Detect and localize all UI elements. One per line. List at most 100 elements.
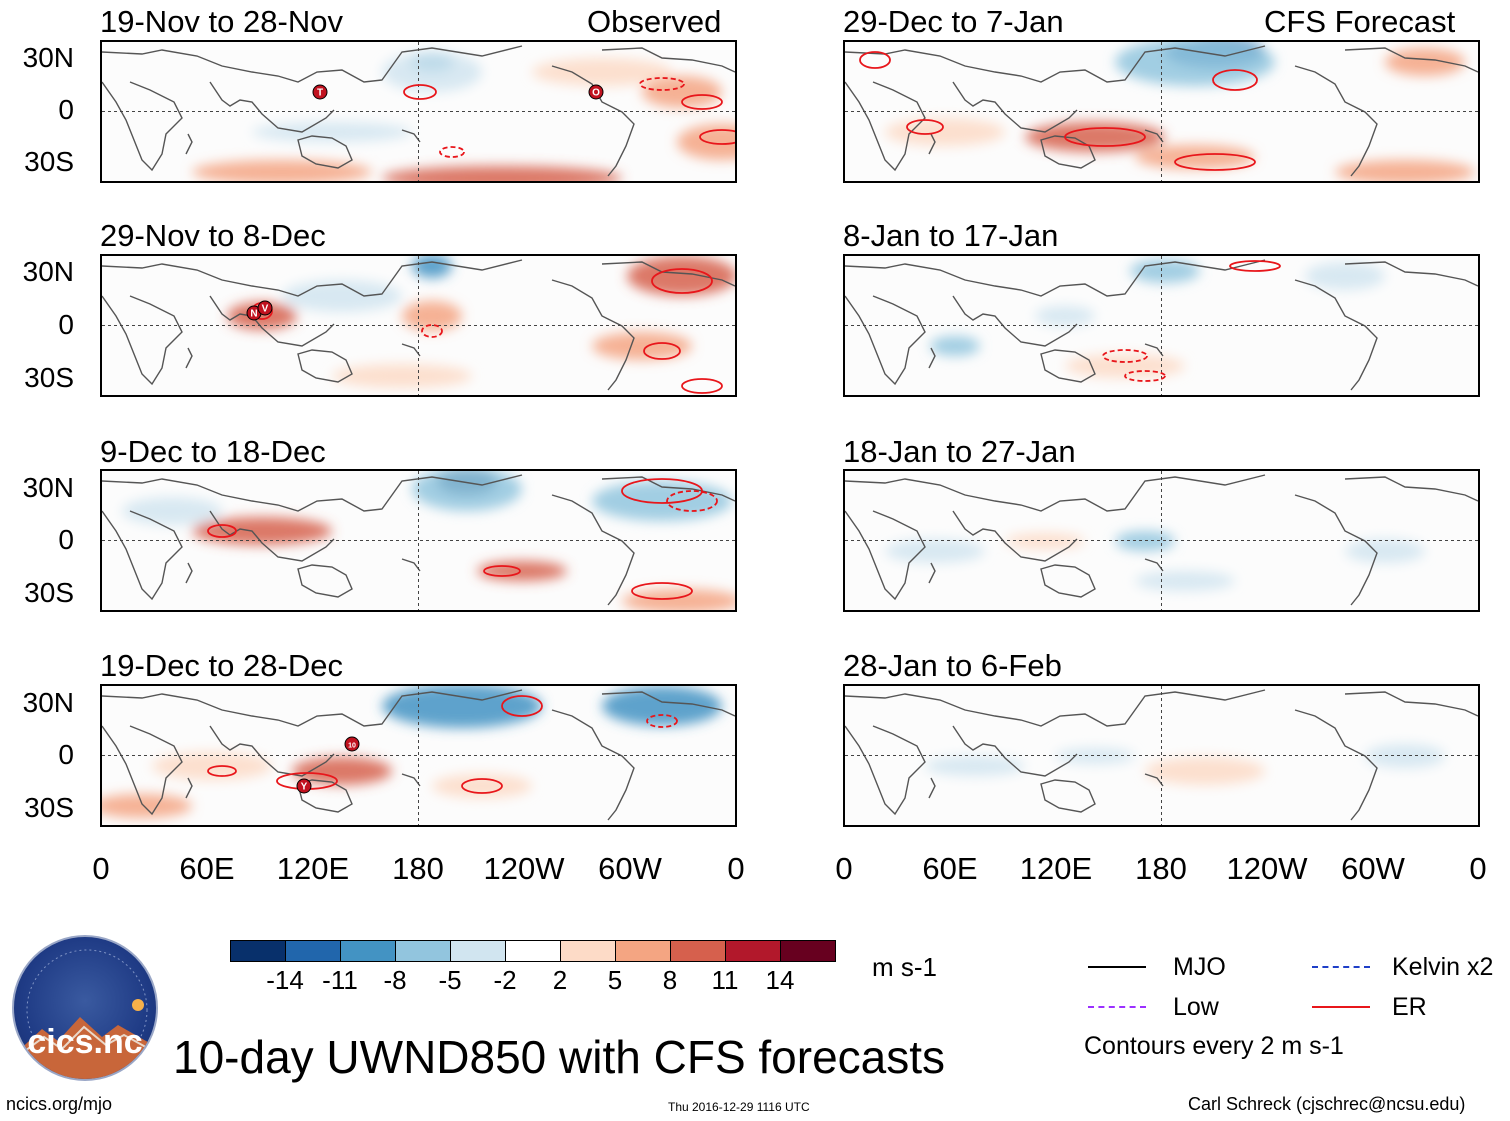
anomaly-patch <box>252 122 412 142</box>
anomaly-patch <box>1115 42 1275 86</box>
xtick-right-120e: 120E <box>1019 851 1093 886</box>
wind-anomaly-shading <box>925 744 1445 785</box>
coastline <box>1144 343 1164 357</box>
ytick-eq-p3: 0 <box>58 524 74 555</box>
anomaly-patch <box>1130 259 1200 283</box>
anomaly-patch <box>642 76 722 108</box>
coastline <box>1294 709 1378 821</box>
coastline <box>185 347 193 369</box>
anomaly-patch <box>282 280 402 312</box>
coastline <box>845 689 1266 727</box>
colorbar-label: -14 <box>266 965 304 995</box>
ytick-30n-p1: 30N <box>22 42 74 73</box>
coastline <box>928 133 936 155</box>
coastline <box>601 47 735 73</box>
ytick-eq-p4: 0 <box>58 739 74 770</box>
er-contour <box>461 778 503 794</box>
storm-icon <box>588 84 604 100</box>
er-contour <box>501 695 543 717</box>
anomaly-patch <box>227 302 297 330</box>
er-contour <box>621 478 703 504</box>
coastline <box>1294 279 1378 391</box>
anomaly-patch <box>192 517 332 545</box>
ytick-30s-p4: 30S <box>24 792 74 823</box>
storm-icon <box>344 736 360 752</box>
er-contour <box>646 714 678 728</box>
panel-tag-forecast: CFS Forecast <box>1264 4 1456 39</box>
anomaly-patch <box>885 118 1005 146</box>
anomaly-patch <box>1035 306 1095 326</box>
panel-title-p7: 18-Jan to 27-Jan <box>843 434 1076 469</box>
coastline <box>928 347 936 369</box>
legend-line-mjo <box>1088 966 1146 968</box>
er-contour <box>1064 127 1146 147</box>
wind-anomaly-shading <box>930 259 1385 378</box>
colorbar-swatch <box>395 940 451 962</box>
storm-label: O <box>592 88 600 99</box>
logo-text: cics.nc <box>27 1023 143 1061</box>
storm-marker: T <box>312 84 328 100</box>
storm-icon <box>296 778 312 794</box>
anomaly-patch <box>382 166 622 181</box>
colorbar-swatch <box>505 940 561 962</box>
er-contour <box>681 378 723 394</box>
ytick-30s-p1: 30S <box>24 146 74 177</box>
anomaly-patch <box>622 589 735 610</box>
coastline <box>185 777 193 799</box>
wind-anomaly-shading <box>885 531 1425 591</box>
colorbar-label: -2 <box>493 965 517 995</box>
storm-label: T <box>317 88 323 99</box>
legend-label-er: ER <box>1392 993 1427 1021</box>
er-contour <box>207 765 237 777</box>
colorbar-swatch <box>230 940 286 962</box>
coastline <box>209 295 335 347</box>
xtick-left-120e: 120E <box>276 851 350 886</box>
storm-marker: V <box>257 300 273 316</box>
anomaly-patch <box>1145 757 1265 785</box>
panel-title-p1: 19-Nov to 28-Nov <box>100 4 343 39</box>
anomaly-patch <box>925 756 1025 776</box>
footer-left[interactable]: ncics.org/mjo <box>6 1094 113 1114</box>
coastline <box>209 725 335 777</box>
colorbar-swatch <box>285 940 341 962</box>
xtick-right-180: 180 <box>1135 851 1187 886</box>
coastline <box>102 510 183 601</box>
er-contour <box>1124 370 1166 382</box>
ytick-30n-p3: 30N <box>22 472 74 503</box>
wind-anomaly-shading <box>102 686 722 818</box>
anomaly-patch <box>432 774 532 798</box>
colorbar-swatch <box>780 940 836 962</box>
ytick-30s-p2: 30S <box>24 362 74 393</box>
coastline <box>297 779 353 813</box>
coastline <box>551 279 635 391</box>
er-contour <box>439 146 465 158</box>
coastline <box>209 81 335 133</box>
er-contour <box>483 565 521 577</box>
anomaly-patch <box>1385 48 1465 76</box>
ytick-30n-p4: 30N <box>22 687 74 718</box>
wind-anomaly-shading <box>885 42 1475 181</box>
footer-right: Carl Schreck (cjschrec@ncsu.edu) <box>1188 1094 1466 1114</box>
anomaly-patch <box>382 686 542 728</box>
anomaly-patch <box>332 364 472 388</box>
coastline <box>845 45 1266 83</box>
anomaly-patch <box>412 471 522 511</box>
xtick-right-end: 0 <box>1469 851 1487 886</box>
anomaly-patch <box>402 301 462 331</box>
panel-tag-observed: Observed <box>587 4 722 39</box>
storm-marker: 10 <box>344 736 360 752</box>
coastline <box>185 562 193 584</box>
ytick-30s-p3: 30S <box>24 577 74 608</box>
legend-label-kelvin: Kelvin x2 <box>1392 953 1494 981</box>
coastline <box>401 558 421 572</box>
colorbar-label: 2 <box>552 965 568 995</box>
coastline <box>952 510 1078 562</box>
er-contour <box>643 342 681 360</box>
coastline <box>209 510 335 562</box>
anomaly-patch <box>102 794 192 818</box>
er-contour <box>1229 260 1281 272</box>
coastline <box>1040 349 1096 383</box>
legend-line-low <box>1088 1006 1146 1008</box>
coastline <box>928 777 936 799</box>
